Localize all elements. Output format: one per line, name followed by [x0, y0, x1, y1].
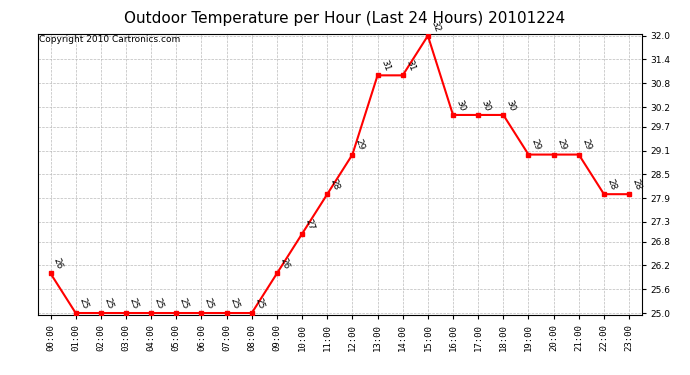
Text: 28: 28: [328, 178, 341, 191]
Text: 29: 29: [555, 138, 567, 152]
Text: 26: 26: [52, 257, 64, 271]
Text: 29: 29: [530, 138, 542, 152]
Text: 27: 27: [304, 217, 316, 231]
Text: 29: 29: [354, 138, 366, 152]
Text: 25: 25: [178, 297, 190, 310]
Text: 25: 25: [152, 297, 165, 310]
Text: Outdoor Temperature per Hour (Last 24 Hours) 20101224: Outdoor Temperature per Hour (Last 24 Ho…: [124, 11, 566, 26]
Text: 32: 32: [429, 19, 442, 33]
Text: Copyright 2010 Cartronics.com: Copyright 2010 Cartronics.com: [39, 35, 180, 44]
Text: 28: 28: [605, 178, 618, 191]
Text: 25: 25: [102, 297, 115, 310]
Text: 31: 31: [379, 58, 391, 73]
Text: 25: 25: [77, 297, 90, 310]
Text: 30: 30: [480, 98, 492, 112]
Text: 31: 31: [404, 58, 417, 73]
Text: 30: 30: [455, 98, 467, 112]
Text: 25: 25: [203, 297, 215, 310]
Text: 30: 30: [504, 98, 517, 112]
Text: 25: 25: [253, 297, 266, 310]
Text: 28: 28: [631, 178, 643, 191]
Text: 25: 25: [228, 297, 240, 310]
Text: 26: 26: [278, 257, 290, 271]
Text: 29: 29: [580, 138, 593, 152]
Text: 25: 25: [128, 297, 140, 310]
